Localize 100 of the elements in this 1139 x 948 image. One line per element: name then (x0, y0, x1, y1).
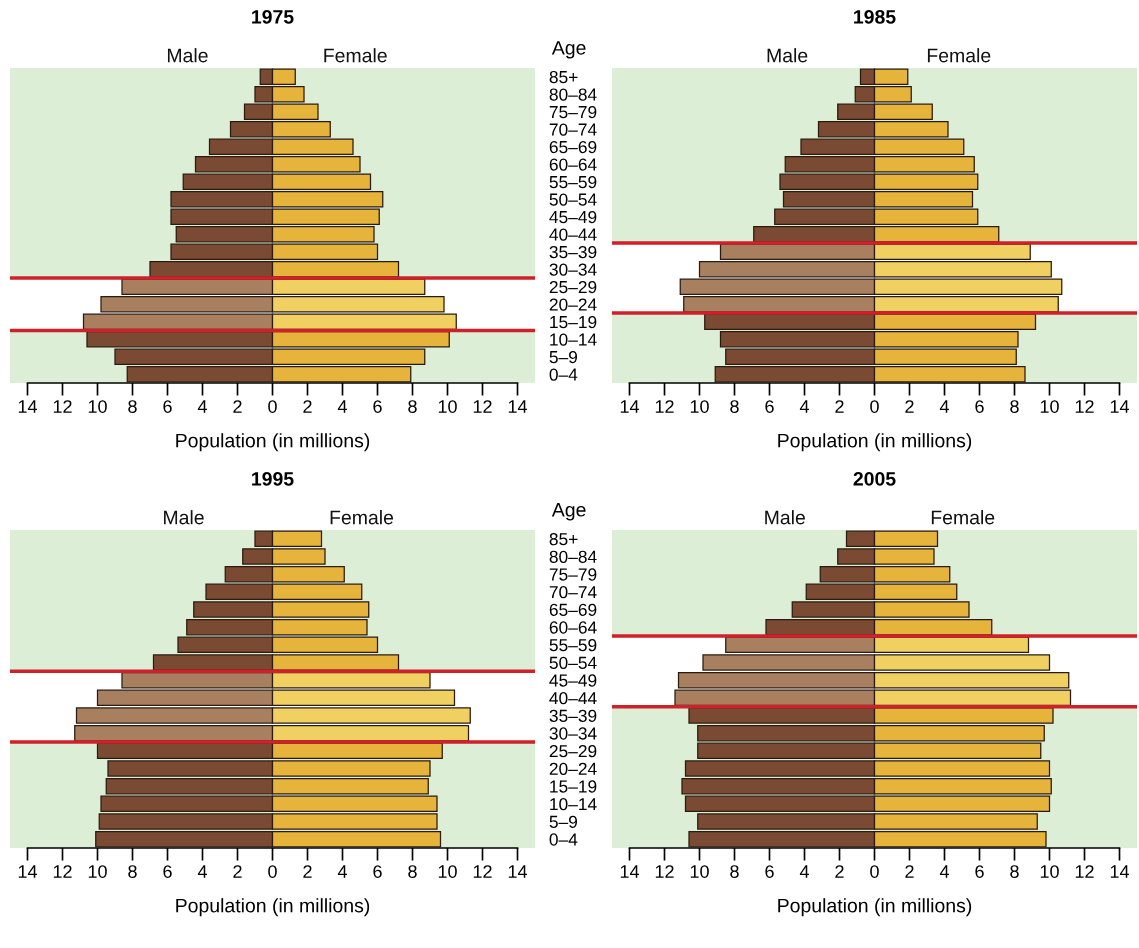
x-tick-label: 6 (163, 400, 172, 413)
y-tick-label: 55–59 (549, 175, 597, 189)
x-tick-label: 10 (1040, 865, 1059, 878)
y-tick-label: 85+ (549, 533, 578, 546)
y-axis-title: Age (551, 503, 586, 521)
x-tick-label: 4 (197, 400, 207, 413)
x-tick-label: 6 (163, 865, 172, 878)
series-label: Female (927, 48, 991, 63)
x-tick-label: 14 (1110, 400, 1130, 413)
x-tick-label: 14 (18, 400, 38, 413)
y-tick-label: 80–84 (549, 550, 597, 563)
x-tick-label: 8 (408, 865, 417, 878)
x-axis-title: Population (in millions) (778, 898, 972, 917)
x-tick-label: 0 (268, 865, 277, 878)
x-tick-label: 14 (18, 865, 38, 878)
x-tick-label: 4 (337, 400, 347, 413)
series-label: Female (931, 510, 995, 525)
y-tick-label: 85+ (549, 70, 578, 84)
x-tick-label: 8 (1010, 865, 1019, 878)
chart-title: 1975 (252, 9, 294, 24)
x-axis-title: Population (in millions) (176, 433, 370, 452)
y-tick-label: 70–74 (549, 586, 597, 599)
y-tick-label: 10–14 (550, 333, 597, 346)
y-tick-label: 50–54 (549, 656, 597, 669)
y-tick-label: 20–24 (549, 298, 597, 311)
x-tick-label: 12 (473, 865, 492, 878)
x-tick-label: 0 (870, 400, 879, 413)
x-tick-label: 14 (1110, 865, 1130, 878)
x-tick-label: 10 (88, 865, 107, 878)
x-tick-label: 2 (905, 865, 914, 878)
y-tick-label: 75–79 (549, 105, 597, 119)
y-tick-label: 75–79 (549, 568, 597, 581)
y-tick-label: 35–39 (549, 709, 597, 722)
x-tick-label: 0 (268, 400, 277, 413)
x-tick-label: 2 (233, 865, 242, 878)
x-tick-label: 4 (799, 865, 809, 878)
text: Male (767, 48, 808, 63)
x-tick-label: 14 (620, 400, 640, 413)
y-tick-label: 70–74 (549, 123, 597, 136)
x-tick-label: 8 (730, 400, 739, 413)
x-tick-label: 8 (128, 400, 137, 413)
x-tick-label: 4 (939, 400, 949, 413)
text: Male (765, 510, 805, 525)
x-axis-title: Population (in millions) (778, 433, 972, 452)
x-tick-label: 4 (197, 865, 207, 878)
y-tick-label: 30–34 (549, 263, 597, 276)
x-tick-label: 2 (303, 865, 312, 878)
x-tick-label: 10 (88, 400, 107, 413)
chart-title: 1995 (252, 471, 294, 486)
y-tick-label: 60–64 (549, 621, 597, 634)
y-tick-label: 10–14 (550, 798, 597, 811)
y-tick-label: 60–64 (549, 158, 597, 171)
x-tick-label: 8 (128, 865, 137, 878)
y-tick-label: 80–84 (549, 88, 597, 101)
series-label: Female (330, 510, 394, 525)
y-tick-label: 15–19 (550, 315, 597, 329)
x-tick-label: 6 (975, 400, 984, 413)
x-tick-label: 4 (939, 865, 949, 878)
x-tick-label: 12 (53, 400, 72, 413)
x-tick-label: 2 (835, 865, 844, 878)
y-tick-label: 65–69 (549, 603, 597, 616)
y-tick-label: 50–54 (549, 193, 597, 206)
x-tick-label: 8 (730, 865, 739, 878)
y-tick-label: 0–4 (549, 368, 578, 381)
x-tick-label: 12 (1075, 400, 1094, 413)
x-tick-label: 6 (765, 400, 774, 413)
x-tick-label: 12 (655, 865, 674, 878)
x-tick-label: 6 (975, 865, 984, 878)
y-tick-label: 55–59 (549, 639, 597, 652)
x-tick-label: 10 (1040, 400, 1059, 413)
y-tick-label: 25–29 (549, 280, 597, 294)
x-tick-label: 2 (835, 400, 844, 413)
x-tick-label: 12 (1075, 865, 1094, 878)
x-tick-label: 14 (508, 400, 528, 413)
x-tick-label: 14 (508, 865, 528, 878)
x-tick-label: 14 (620, 865, 640, 878)
x-tick-label: 10 (438, 865, 457, 878)
x-tick-label: 0 (870, 865, 879, 878)
x-tick-label: 10 (438, 400, 457, 413)
y-tick-label: 45–49 (549, 210, 597, 224)
y-tick-label: 35–39 (549, 245, 597, 259)
chart-title: 2005 (853, 471, 896, 486)
x-tick-label: 12 (655, 400, 674, 413)
y-tick-label: 15–19 (550, 780, 597, 793)
x-tick-label: 6 (373, 865, 382, 878)
x-tick-label: 6 (765, 865, 774, 878)
text: Male (164, 510, 204, 525)
series-label: Female (324, 48, 387, 63)
y-tick-label: 0–4 (549, 833, 578, 846)
y-tick-label: 40–44 (549, 228, 597, 241)
x-tick-label: 2 (233, 400, 242, 413)
x-tick-label: 10 (690, 865, 709, 878)
y-tick-label: 25–29 (549, 745, 597, 758)
x-tick-label: 4 (799, 400, 809, 413)
x-tick-label: 10 (690, 400, 709, 413)
text: Male (167, 48, 208, 63)
x-tick-label: 4 (337, 865, 347, 878)
y-tick-label: 5–9 (549, 350, 578, 364)
x-tick-label: 12 (53, 865, 72, 878)
y-tick-label: 5–9 (549, 815, 578, 828)
